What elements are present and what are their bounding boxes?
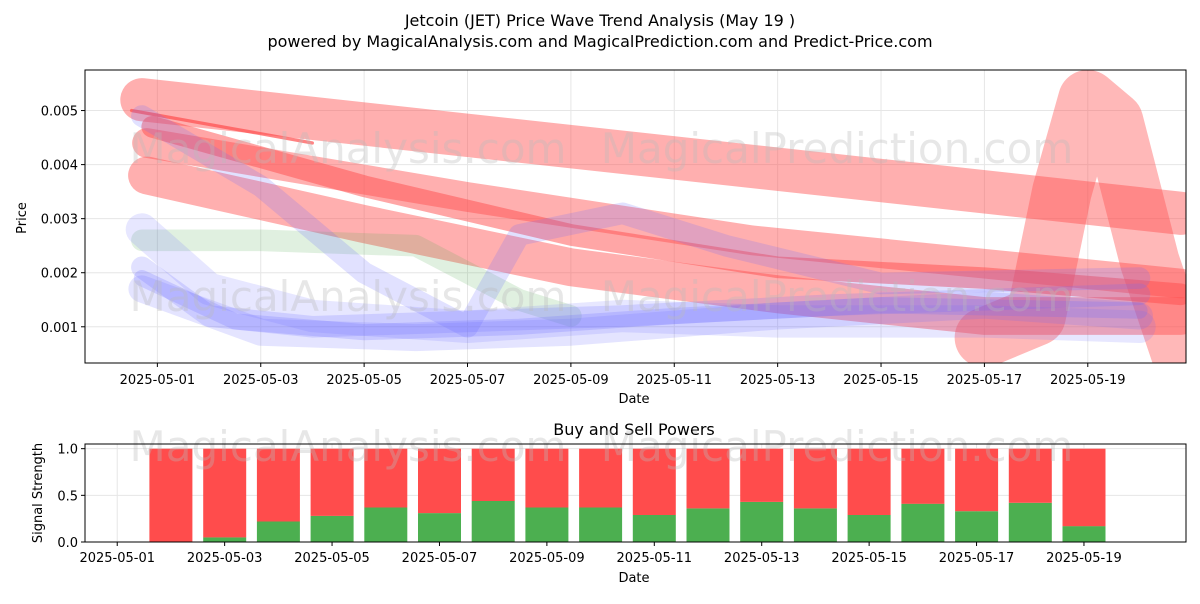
buy-bar [364, 507, 408, 542]
wave-band-red-wave-3 [128, 156, 1186, 335]
sell-bar [364, 448, 408, 508]
watermark-sub-2: MagicalPrediction.com [601, 422, 1074, 471]
main-x-tick-label: 2025-05-03 [223, 373, 299, 388]
sub-x-tick-label: 2025-05-11 [617, 551, 693, 566]
watermark-main-1: MagicalAnalysis.com [130, 124, 567, 173]
main-x-tick-label: 2025-05-13 [740, 373, 816, 388]
main-y-tick-label: 0.001 [41, 321, 78, 336]
sell-bar [203, 448, 247, 538]
buy-bar [471, 500, 515, 542]
watermark-main-3: MagicalAnalysis.com [130, 272, 567, 321]
buy-bar [418, 513, 461, 542]
sub-x-tick-label: 2025-05-19 [1046, 551, 1122, 566]
main-x-tick-label: 2025-05-11 [636, 373, 712, 388]
main-y-tick-label: 0.005 [41, 105, 78, 120]
chart-subtitle: powered by MagicalAnalysis.com and Magic… [267, 32, 932, 51]
main-axes: 2025-05-01 2025-05-03 2025-05-05 2025-05-07… [41, 105, 1126, 388]
watermark-sub-1: MagicalAnalysis.com [130, 422, 567, 471]
main-x-tick-label: 2025-05-17 [947, 373, 1023, 388]
sell-bar [901, 448, 945, 504]
wave-band-blue-wave-4 [131, 105, 1151, 338]
wave-band-blue-wave-5 [125, 213, 1156, 343]
buy-bar [955, 511, 999, 542]
buy-bar [686, 508, 730, 542]
wave-band-red-wave-5 [954, 70, 1186, 363]
main-x-tick-label: 2025-05-15 [843, 373, 919, 388]
sell-bar [793, 448, 837, 509]
watermark-main-2: MagicalPrediction.com [601, 124, 1074, 173]
sell-bar [256, 448, 300, 522]
wave-band-red-line [129, 108, 314, 145]
sub-x-tick-label: 2025-05-05 [294, 551, 370, 566]
buy-bar [847, 514, 891, 542]
buy-bar [256, 521, 300, 542]
buy-bar [579, 507, 623, 542]
sub-y-tick-label: 1.0 [57, 443, 78, 458]
sell-bar [471, 448, 515, 501]
wave-band-red-wave-4 [141, 116, 1186, 306]
sub-y-label: Signal Strength [31, 443, 46, 543]
main-x-label: Date [618, 392, 649, 407]
sub-axes: 2025-05-01 2025-05-03 2025-05-05 2025-05-07… [57, 443, 1121, 566]
sub-bars [149, 448, 1106, 542]
buy-bar [203, 537, 247, 542]
sub-x-tick-label: 2025-05-15 [831, 551, 907, 566]
sell-bar [525, 448, 569, 508]
sell-bar [686, 448, 730, 509]
sub-x-tick-label: 2025-05-17 [939, 551, 1015, 566]
sell-bar [740, 448, 784, 502]
sell-bar [149, 448, 193, 542]
buy-bar [1008, 502, 1052, 542]
sub-x-label: Date [618, 571, 649, 586]
buy-bar [740, 501, 784, 542]
buy-bar [632, 514, 676, 542]
watermark-main-4: MagicalPrediction.com [601, 272, 1074, 321]
sub-x-tick-label: 2025-05-09 [509, 551, 585, 566]
main-x-tick-label: 2025-05-05 [326, 373, 402, 388]
sub-y-tick-label: 0.0 [57, 536, 78, 551]
main-y-label: Price [15, 202, 30, 234]
wave-band-blue-wave-3 [128, 275, 1153, 352]
main-x-tick-label: 2025-05-01 [120, 373, 196, 388]
sell-bar [310, 448, 354, 516]
main-y-tick-label: 0.002 [41, 267, 78, 282]
subchart-title: Buy and Sell Powers [553, 420, 715, 439]
buy-bar [1062, 526, 1106, 542]
sell-bar [1062, 448, 1106, 527]
sell-bar [847, 448, 891, 515]
sub-x-tick-label: 2025-05-01 [79, 551, 155, 566]
chart-title: Jetcoin (JET) Price Wave Trend Analysis … [404, 11, 795, 30]
main-x-tick-label: 2025-05-07 [430, 373, 506, 388]
main-plot-frame [84, 69, 1187, 364]
wave-band-green-wave [131, 229, 582, 327]
main-bands [120, 70, 1186, 363]
wave-band-red-wave-1 [120, 78, 1186, 235]
sub-x-tick-label: 2025-05-03 [187, 551, 263, 566]
wave-band-blue-wave-2 [133, 270, 1148, 341]
sub-plot-frame [84, 443, 1187, 543]
sub-x-tick-label: 2025-05-13 [724, 551, 800, 566]
buy-bar [525, 507, 569, 542]
sub-x-tick-label: 2025-05-07 [402, 551, 478, 566]
wave-band-blue-wave-1 [131, 256, 1151, 338]
buy-bar [901, 503, 945, 542]
sell-bar [632, 448, 676, 515]
sell-bar [579, 448, 623, 508]
sell-bar [418, 448, 461, 514]
main-y-tick-label: 0.004 [41, 159, 78, 174]
main-y-tick-label: 0.003 [41, 213, 78, 228]
main-x-tick-label: 2025-05-09 [533, 373, 609, 388]
buy-bar [793, 508, 837, 542]
sell-bar [1008, 448, 1052, 503]
sub-y-tick-label: 0.5 [57, 489, 78, 504]
sell-bar [955, 448, 999, 512]
main-x-tick-label: 2025-05-19 [1050, 373, 1126, 388]
buy-bar [310, 515, 354, 542]
